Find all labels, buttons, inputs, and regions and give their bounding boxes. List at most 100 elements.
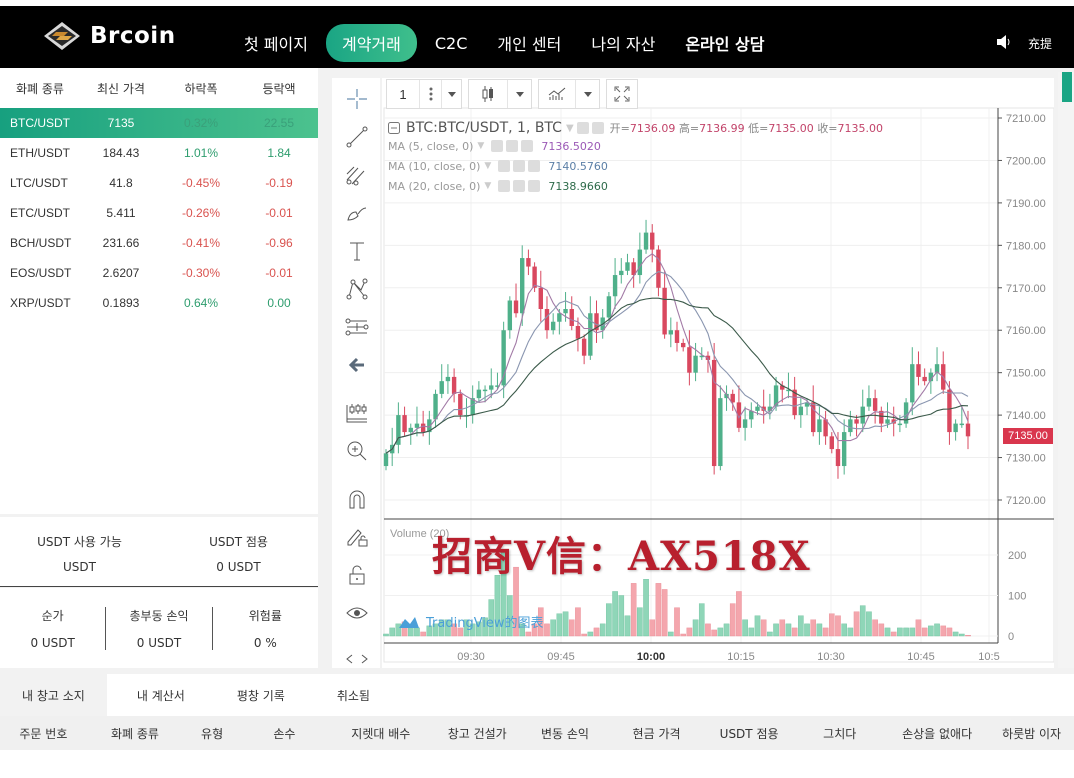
unlock-icon[interactable]	[344, 562, 370, 588]
high-value: 7136.99	[699, 122, 745, 135]
chevron-down-icon[interactable]	[507, 80, 531, 108]
price: 5.411	[106, 206, 136, 220]
close-icon[interactable]	[528, 180, 541, 192]
market-row[interactable]: EOS/USDT 2.6207 -0.30% -0.01	[0, 258, 318, 288]
eye-toggle-icon[interactable]	[498, 180, 511, 192]
eye-toggle-icon[interactable]	[576, 122, 589, 134]
market-row[interactable]: XRP/USDT 0.1893 0.64% 0.00	[0, 288, 318, 318]
brush-icon[interactable]	[344, 200, 370, 226]
chevron-down-icon[interactable]: ▼	[477, 141, 485, 151]
settings-icon[interactable]	[513, 180, 526, 192]
eye-toggle-icon[interactable]	[491, 140, 504, 152]
lock-drawings-icon[interactable]	[344, 524, 370, 550]
price: 0.1893	[102, 296, 140, 310]
market-row[interactable]: ETH/USDT 184.43 1.01% 1.84	[0, 138, 318, 168]
col-header: 현금 가격	[632, 726, 681, 741]
tradingview-text: TradingView的图表	[426, 616, 544, 631]
chevron-down-icon[interactable]: ▼	[484, 181, 492, 191]
chart-type-selector[interactable]	[468, 79, 532, 109]
market-row[interactable]: BTC/USDT 7135 0.32% 22.55	[0, 108, 318, 138]
nav-item-0[interactable]: 첫 페이지	[244, 35, 308, 54]
settings-icon[interactable]	[513, 160, 526, 172]
tradingview-logo-icon	[399, 616, 419, 628]
low-value: 7135.00	[768, 122, 814, 135]
nav-item-3[interactable]: 개인 센터	[497, 35, 562, 54]
svg-text:10:15: 10:15	[727, 651, 755, 663]
ohlc-values: 开=7136.09 高=7136.99 低=7135.00 收=7135.00	[610, 120, 883, 136]
svg-text:10:5: 10:5	[978, 651, 999, 663]
price-chart[interactable]: 7210.00 7200.00 7190.00 7180.00 7170.00 7160.…	[382, 78, 1055, 668]
more-dots-icon[interactable]	[419, 80, 441, 108]
open-value: 7136.09	[629, 122, 676, 135]
nav-item-5[interactable]: 온라인 상담	[685, 35, 765, 54]
text-icon[interactable]	[344, 238, 370, 264]
indicators-selector[interactable]	[538, 79, 600, 109]
tab-3[interactable]: 취소됨	[336, 688, 370, 703]
nav-item-4[interactable]: 나의 자산	[591, 35, 656, 54]
pitchfork-icon[interactable]	[344, 162, 370, 188]
pattern-icon[interactable]	[344, 276, 370, 302]
speaker-icon[interactable]	[996, 34, 1012, 50]
indicators-icon[interactable]	[539, 80, 575, 108]
eye-toggle-icon[interactable]	[498, 160, 511, 172]
change-amt: -0.19	[265, 176, 293, 190]
measure-icon[interactable]	[344, 314, 370, 340]
eye-icon[interactable]	[344, 600, 370, 626]
collapse-icon[interactable]	[388, 122, 400, 134]
crosshair-icon[interactable]	[344, 86, 370, 112]
nav-item-1[interactable]: 계약거래	[325, 24, 417, 62]
symbol-title: BTC:BTC/USDT, 1, BTC	[406, 120, 562, 136]
tab-2[interactable]: 평창 기록	[236, 688, 285, 703]
close-icon[interactable]	[528, 160, 541, 172]
hide-toolbar-arrow-icon[interactable]	[344, 352, 370, 378]
market-table-header: 화폐 종류 최신 가격 하락폭 등락액	[0, 68, 318, 108]
last-price-tag: 7135.00	[1003, 428, 1053, 444]
col-header-change-amt: 등락액	[262, 81, 296, 96]
chevron-down-icon[interactable]	[441, 80, 461, 108]
nav-item-2[interactable]: C2C	[434, 33, 468, 53]
high-label: 高=	[678, 122, 700, 135]
top-strip	[0, 0, 1074, 6]
magnet-icon[interactable]	[344, 486, 370, 512]
market-row[interactable]: BCH/USDT 231.66 -0.41% -0.96	[0, 228, 318, 258]
market-row[interactable]: LTC/USDT 41.8 -0.45% -0.19	[0, 168, 318, 198]
risk-amount: 0 %	[253, 635, 277, 650]
svg-text:7170.00: 7170.00	[1006, 283, 1046, 295]
tradingview-attribution[interactable]: TradingView的图表	[398, 612, 544, 631]
tab-0[interactable]: 내 창고 소지	[0, 674, 107, 716]
pair: EOS/USDT	[10, 266, 72, 280]
fullscreen-icon[interactable]	[607, 80, 637, 108]
col-header-price: 최신 가격	[97, 81, 145, 96]
chevron-down-icon[interactable]: ▼	[484, 161, 492, 171]
tab-1[interactable]: 내 계산서	[136, 688, 185, 703]
chevron-down-icon[interactable]	[575, 80, 599, 108]
chevron-down-icon[interactable]: ▼	[565, 122, 574, 134]
fullscreen-button[interactable]	[606, 79, 638, 109]
trendline-icon[interactable]	[344, 124, 370, 150]
change-pct: 1.01%	[183, 146, 219, 160]
expand-icon[interactable]	[344, 646, 370, 672]
close-value: 7135.00	[837, 122, 884, 135]
page-scrollbar[interactable]	[1058, 72, 1074, 668]
scrollbar-thumb[interactable]	[1062, 72, 1072, 102]
pair: ETC/USDT	[10, 206, 70, 220]
ma-label: MA (10, close, 0)	[388, 159, 481, 173]
price: 7135	[107, 116, 135, 130]
interval-value[interactable]: 1	[399, 86, 407, 102]
zoom-in-icon[interactable]	[344, 438, 370, 464]
ma-value: 7138.9660	[548, 179, 608, 193]
language-switch[interactable]: 充提	[1028, 37, 1053, 51]
settings-icon[interactable]	[591, 122, 604, 134]
close-icon[interactable]	[521, 140, 534, 152]
market-row[interactable]: ETC/USDT 5.411 -0.26% -0.01	[0, 198, 318, 228]
svg-text:7180.00: 7180.00	[1006, 240, 1046, 252]
pair: ETH/USDT	[10, 146, 70, 160]
interval-selector[interactable]: 1	[386, 79, 462, 109]
candlestick-icon[interactable]	[469, 80, 507, 108]
brand-logo[interactable]: Brcoin	[42, 20, 176, 52]
market-list-panel: 화폐 종류 최신 가격 하락폭 등락액 BTC/USDT 7135 0.32% 22.…	[0, 68, 318, 514]
candle-ruler-icon[interactable]	[344, 400, 370, 426]
chart-container[interactable]: 7210.00 7200.00 7190.00 7180.00 7170.00 7160.…	[382, 78, 1055, 668]
change-pct: 0.32%	[183, 116, 219, 130]
settings-icon[interactable]	[506, 140, 519, 152]
